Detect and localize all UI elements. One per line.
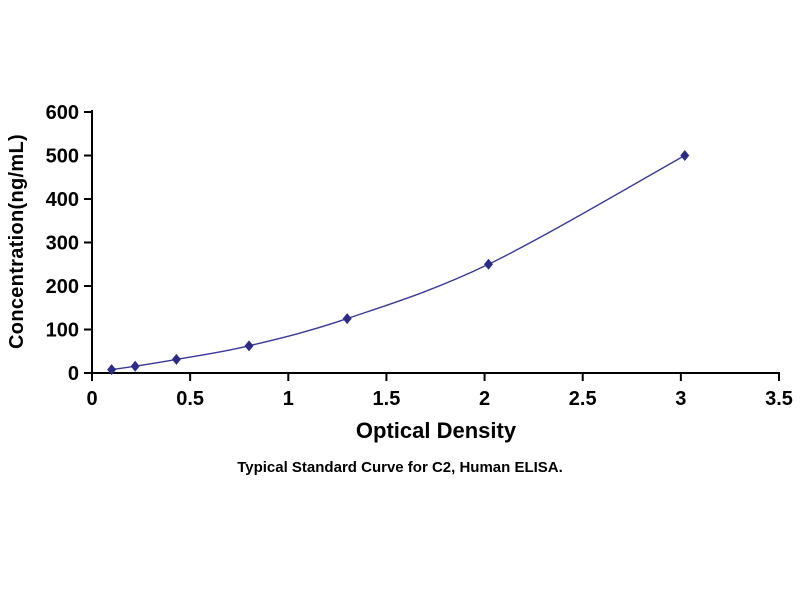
y-tick-label: 300	[46, 233, 79, 255]
x-tick-label: 2.5	[569, 388, 597, 410]
data-point-marker	[680, 150, 690, 161]
y-tick-label: 600	[46, 102, 79, 124]
data-point-marker	[342, 313, 352, 325]
y-tick-label: 0	[68, 363, 79, 385]
y-tick-label: 200	[46, 276, 79, 298]
data-point-marker	[483, 258, 493, 270]
data-point-marker	[107, 364, 117, 376]
data-point-marker	[244, 340, 254, 352]
curve-line	[111, 154, 686, 371]
y-tick-label: 400	[46, 189, 79, 211]
y-tick-label: 500	[46, 146, 79, 168]
x-tick-label: 2	[479, 388, 490, 410]
data-point-marker	[130, 360, 140, 372]
y-tick-label: 100	[46, 320, 79, 342]
data-point-marker	[171, 353, 181, 365]
x-tick-label: 0	[86, 388, 97, 410]
x-tick-label: 3.5	[765, 388, 793, 410]
chart-caption: Typical Standard Curve for C2, Human ELI…	[237, 458, 563, 476]
x-tick-label: 3	[675, 388, 686, 410]
x-tick-label: 0.5	[176, 388, 204, 410]
x-axis-label: Optical Density	[355, 418, 517, 443]
x-tick-label: 1	[283, 388, 294, 410]
x-tick-label: 1.5	[373, 388, 401, 410]
y-axis-label: Concentration(ng/mL)	[5, 133, 28, 349]
